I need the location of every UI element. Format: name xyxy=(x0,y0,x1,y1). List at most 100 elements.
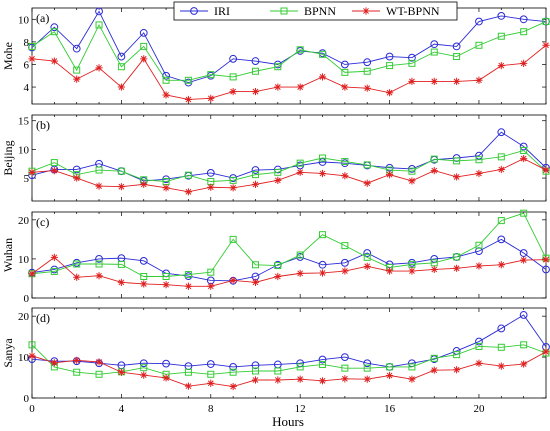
data-point xyxy=(274,272,282,281)
y-axis-label: Sanya xyxy=(1,338,15,368)
data-point xyxy=(453,77,461,86)
data-point xyxy=(497,217,505,225)
data-point xyxy=(251,87,260,96)
legend-item: WT-BPNN xyxy=(352,4,440,18)
series-bpnn xyxy=(28,209,550,280)
data-point xyxy=(363,375,371,383)
data-point xyxy=(520,256,528,264)
data-point xyxy=(520,59,528,67)
data-point xyxy=(520,209,528,217)
data-point xyxy=(430,366,438,374)
data-point xyxy=(117,183,125,191)
y-tick-label: 20 xyxy=(18,311,30,323)
data-point xyxy=(296,363,304,371)
data-point xyxy=(207,370,215,378)
data-point xyxy=(318,169,327,178)
data-point xyxy=(95,182,103,190)
data-point xyxy=(207,282,215,290)
data-point xyxy=(73,260,81,268)
data-point xyxy=(95,166,103,174)
series-iri xyxy=(28,7,550,87)
data-point xyxy=(28,55,36,63)
data-point xyxy=(408,375,416,383)
data-point xyxy=(519,311,528,319)
data-point xyxy=(140,273,148,280)
data-point xyxy=(542,41,550,49)
data-point xyxy=(28,42,36,50)
data-point xyxy=(430,354,438,362)
data-point xyxy=(296,83,304,91)
series-bpnn xyxy=(28,18,550,84)
series-line xyxy=(31,351,547,388)
data-point xyxy=(184,282,193,290)
data-point xyxy=(341,375,349,383)
data-point xyxy=(497,128,506,137)
y-tick-label: 10 xyxy=(18,352,30,364)
data-point xyxy=(140,280,148,288)
data-point xyxy=(519,15,528,24)
data-point xyxy=(117,52,126,61)
data-point xyxy=(95,260,103,268)
data-point xyxy=(229,368,237,376)
data-point xyxy=(497,12,506,20)
data-point xyxy=(50,23,59,32)
data-point xyxy=(251,261,259,269)
data-point xyxy=(50,167,58,175)
data-point xyxy=(430,155,438,163)
data-point xyxy=(475,359,483,367)
data-point xyxy=(95,7,103,16)
y-tick-label: 15 xyxy=(18,116,30,128)
data-point xyxy=(162,359,170,368)
data-point xyxy=(341,267,349,275)
x-tick-label: 4 xyxy=(119,403,125,415)
data-point xyxy=(95,64,103,72)
data-point xyxy=(341,242,349,250)
data-point xyxy=(430,167,438,175)
data-point xyxy=(229,54,238,63)
y-tick-label: 0 xyxy=(24,293,30,305)
data-point xyxy=(363,253,371,261)
data-point xyxy=(453,53,461,61)
data-point xyxy=(73,66,81,74)
data-point xyxy=(475,76,483,84)
data-point xyxy=(385,171,394,179)
data-point xyxy=(318,355,327,364)
panel-0: 4 6 8 10 Mohe (a) xyxy=(1,7,550,105)
data-point xyxy=(229,382,237,391)
data-point xyxy=(408,167,416,175)
data-point xyxy=(408,53,416,62)
data-point xyxy=(72,165,81,174)
data-point xyxy=(274,262,282,270)
data-point xyxy=(542,256,550,264)
data-point xyxy=(229,363,238,371)
x-tick-label: 8 xyxy=(208,403,214,415)
data-point xyxy=(318,260,327,269)
data-point xyxy=(386,363,394,371)
data-point xyxy=(139,28,148,37)
data-point xyxy=(229,73,237,81)
data-point xyxy=(408,363,416,371)
data-point xyxy=(363,84,371,92)
data-point xyxy=(251,67,259,75)
data-point xyxy=(50,57,58,65)
y-tick-label: 5 xyxy=(24,173,30,185)
data-point xyxy=(341,364,349,372)
chart-legend: IRI BPNN WT-BPNN xyxy=(173,1,458,21)
data-point xyxy=(318,377,327,385)
data-point xyxy=(385,52,394,61)
series-line xyxy=(31,158,547,193)
series-line xyxy=(31,256,547,287)
data-point xyxy=(162,281,170,289)
y-axis-label: Mohe xyxy=(1,42,15,70)
data-point xyxy=(318,158,327,166)
legend-label: WT-BPNN xyxy=(386,4,440,18)
data-point xyxy=(50,253,58,261)
legend-label: BPNN xyxy=(304,4,336,18)
data-point xyxy=(162,76,170,84)
data-point xyxy=(520,154,528,163)
data-point xyxy=(50,159,58,167)
data-point xyxy=(453,264,461,272)
data-point xyxy=(520,341,528,349)
data-point xyxy=(475,17,483,26)
